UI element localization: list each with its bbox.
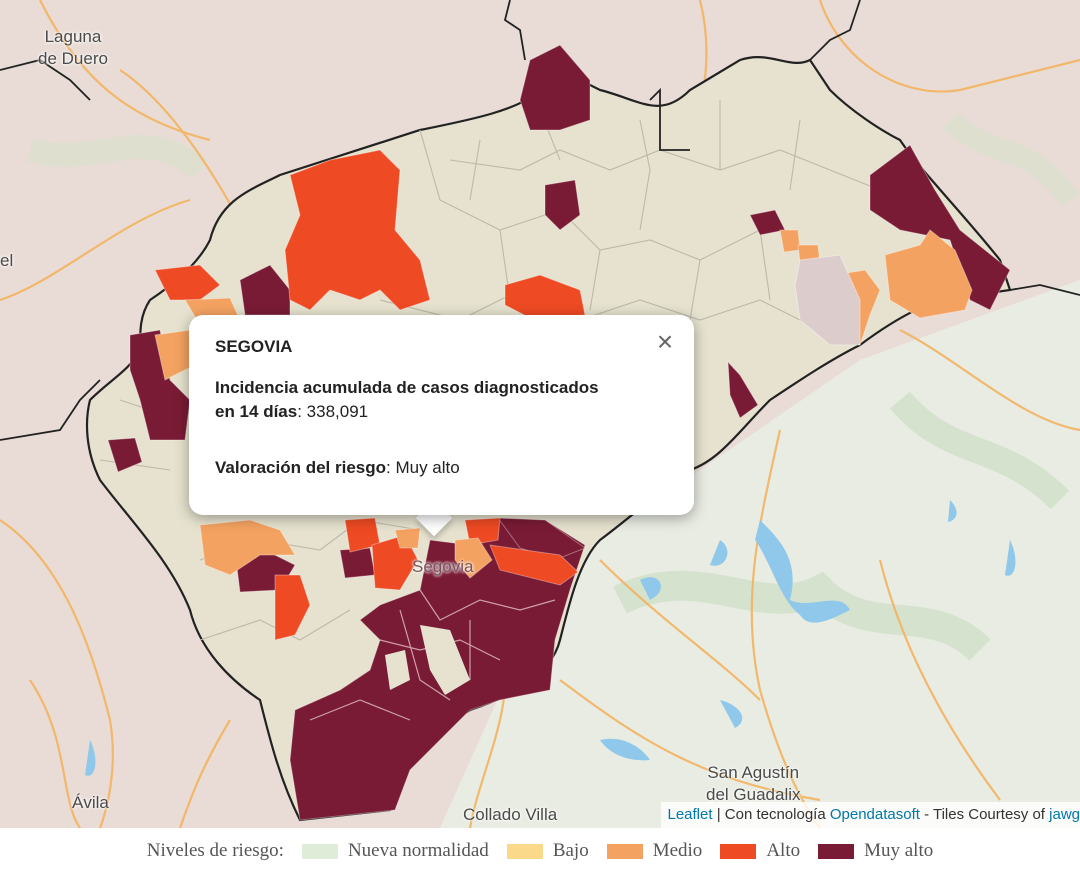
legend-item-bajo: Bajo — [506, 840, 589, 862]
attribution-text: | Con tecnología — [712, 806, 830, 823]
map-attribution: Leaflet | Con tecnología Opendatasoft - … — [661, 802, 1080, 828]
incidence-value: 338,091 — [306, 402, 369, 421]
legend-item-muy-alto: Muy alto — [818, 840, 933, 862]
legend-swatch — [720, 843, 757, 859]
place-label-collado-villa: Collado Villa — [463, 805, 558, 824]
attribution-tiles-text: - Tiles Courtesy of — [919, 806, 1050, 823]
legend-swatch — [606, 843, 643, 859]
legend-swatch — [506, 843, 543, 859]
popup-title: SEGOVIA — [215, 337, 293, 356]
close-icon[interactable]: × — [656, 326, 674, 357]
opendatasoft-link[interactable]: Opendatasoft — [829, 806, 920, 823]
leaflet-link[interactable]: Leaflet — [667, 806, 713, 823]
risk-value: Muy alto — [395, 458, 460, 477]
legend-swatch — [301, 843, 338, 859]
place-label-laguna-de-duero: Laguna de Duero — [38, 27, 108, 68]
risk-row: Valoración del riesgo: Muy alto — [215, 458, 460, 477]
risk-legend: Niveles de riesgo: Nueva normalidad Bajo… — [0, 828, 1080, 874]
legend-item-nueva-normalidad: Nueva normalidad — [301, 840, 489, 862]
map-canvas[interactable] — [0, 0, 1080, 828]
info-popup: × SEGOVIA Incidencia acumulada de casos … — [189, 315, 694, 515]
map-view[interactable]: Laguna de Duero Ávila San Agustín del Gu… — [0, 0, 1080, 828]
incidence-label-line1: Incidencia acumulada de casos diagnostic… — [215, 378, 599, 397]
risk-label: Valoración del riesgo — [215, 458, 387, 477]
place-label-el: el — [0, 251, 14, 270]
legend-label: Alto — [766, 840, 801, 861]
jawg-link[interactable]: jawg — [1049, 806, 1080, 823]
legend-label: Bajo — [552, 840, 589, 861]
place-label-avila: Ávila — [72, 793, 109, 812]
legend-swatch — [818, 843, 855, 859]
place-label-segovia: Segovia — [412, 557, 474, 576]
incidence-label-line2: en 14 días — [215, 402, 298, 421]
legend-title: Niveles de riesgo: — [146, 840, 284, 861]
legend-item-medio: Medio — [606, 840, 703, 862]
legend-item-alto: Alto — [720, 840, 800, 862]
legend-label: Medio — [652, 840, 703, 861]
legend-label: Nueva normalidad — [347, 840, 489, 861]
place-label-san-agustin-del-guadalix: San Agustín del Guadalix — [706, 763, 801, 804]
legend-label: Muy alto — [864, 840, 934, 861]
incidence-row: en 14 días: 338,091 — [215, 402, 369, 421]
